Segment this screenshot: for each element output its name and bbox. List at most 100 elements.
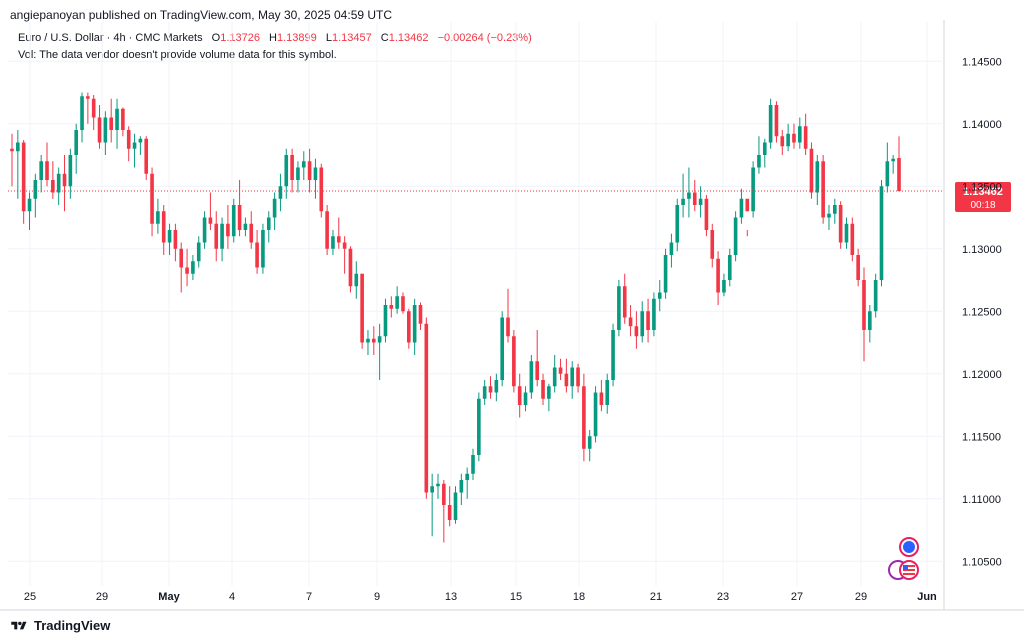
open-label: O [211,32,221,44]
footer-brand[interactable]: TradingView [10,618,110,633]
x-tick-label: 18 [573,591,585,603]
candle-body [786,133,790,147]
candle-body [634,326,639,337]
candle-body [646,311,650,330]
candle-body [91,98,96,118]
x-tick-label: 23 [717,591,729,603]
candle-body [512,336,516,387]
candle-body [272,198,277,218]
candle-body [698,198,703,205]
grid-lines [0,20,1024,611]
candle-body [231,205,236,237]
tradingview-logo-icon [11,621,27,629]
candle-body [424,323,429,493]
candle-body [692,192,697,205]
candle-body [471,455,475,474]
candle-body [10,148,14,152]
candle-body [74,130,78,155]
candle-body [418,305,423,324]
candle-body [214,223,219,249]
candle-body [587,436,592,449]
candle-body [348,248,353,287]
y-tick-label: 1.11500 [962,431,1001,443]
x-tick-label: May [158,591,180,603]
y-tick-label: 1.14500 [962,56,1002,68]
ohlc-legend: Euro / U.S. Dollar · 4h · CMC Markets O 1… [18,32,532,44]
close-value: 1.13462 [388,32,429,44]
symbol-label[interactable]: Euro / U.S. Dollar · 4h · CMC Markets [18,32,203,44]
candle-body [407,311,411,343]
candle-body [477,398,481,455]
economic-event-marker [899,537,919,557]
candle-body [156,211,160,224]
candle-body [103,117,108,143]
candle-body [202,217,207,243]
high-label: H [269,32,277,44]
candle-body [144,138,149,174]
candle-body [663,255,668,293]
candle-body [51,180,55,193]
candle-body [722,280,726,293]
candle-body [377,336,382,343]
y-tick-label: 1.13000 [962,244,1002,256]
x-tick-label: 13 [445,591,457,603]
candle-body [27,198,32,212]
candle-body [161,211,166,243]
last-price-value: 1.13462 [963,186,1003,198]
x-tick-label: 21 [650,591,662,603]
close-label: C [380,32,389,44]
candle-body [733,217,738,255]
candle-body [885,161,890,187]
candle-body [529,361,534,393]
x-tick-label: 29 [855,591,867,603]
candle-body [745,198,750,212]
high-value: 1.13899 [277,32,317,44]
candle-body [366,338,370,343]
candle-body [430,486,434,493]
candle-body [605,380,610,405]
candle-body [255,242,259,268]
candle-body [838,205,843,243]
candle-body [780,136,785,147]
candle-body [576,367,580,387]
candle-body [891,158,895,162]
candle-body [535,361,540,380]
candle-body [617,286,621,330]
candle-body [220,223,224,249]
candle-body [739,198,744,218]
y-tick-label: 1.14000 [962,119,1002,131]
candle-body [803,126,808,149]
candle-body [599,392,604,405]
candle-body [331,236,335,249]
candle-body [237,205,242,230]
candle-body [115,108,119,130]
candle-body [325,211,329,249]
candle-body [336,236,341,243]
candle-body [191,261,195,274]
candle-body [243,223,248,230]
candle-body [167,230,172,243]
candle-body [494,380,499,393]
candle-body [138,138,143,143]
candle-body [342,242,347,249]
candle-body [762,142,767,155]
candle-body [185,267,189,274]
candles-layer [10,92,901,543]
low-label: L [325,32,332,44]
candle-body [266,217,271,230]
candle-body [465,473,469,480]
candle-body [68,155,73,187]
candle-body [319,167,324,212]
candle-body [453,492,458,520]
candle-body [622,286,627,318]
candle-body [564,373,569,387]
x-tick-label: 9 [374,591,380,603]
candle-body [126,130,131,149]
candle-body [97,117,102,143]
candle-body [436,483,440,487]
candle-body [442,483,446,505]
candle-body [56,173,61,193]
candle-body [173,230,178,249]
candle-body [150,173,154,224]
y-tick-label: 1.10500 [962,556,1002,568]
